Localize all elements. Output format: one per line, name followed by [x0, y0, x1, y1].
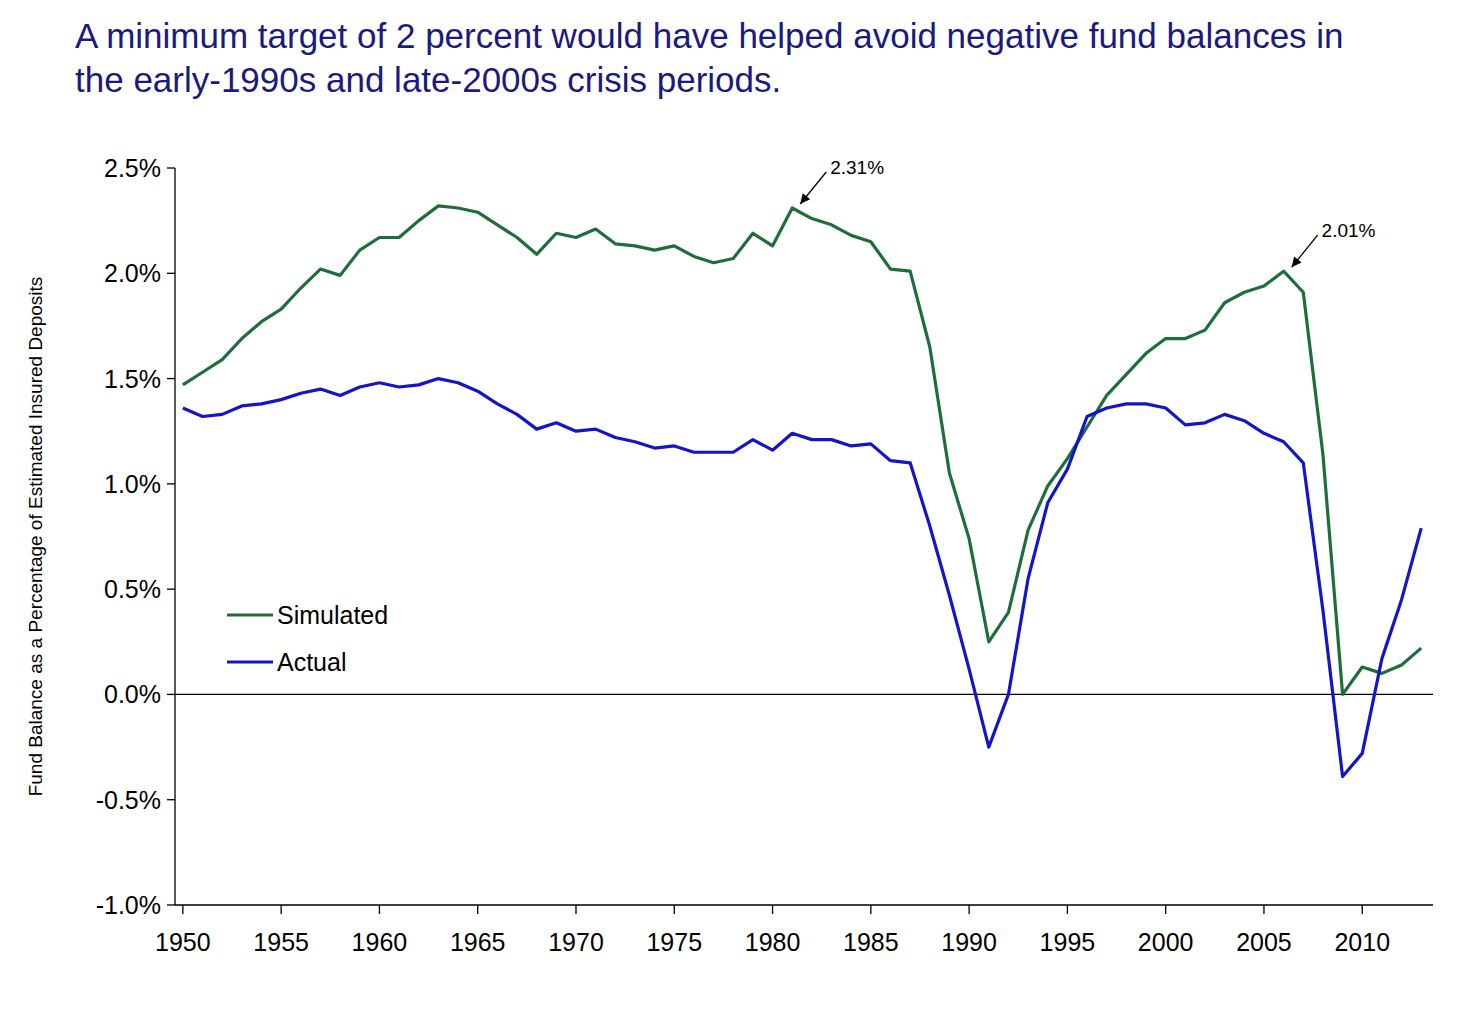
x-tick-label: 1985 — [843, 928, 899, 956]
annotation-arrowhead — [800, 193, 810, 204]
x-tick-label: 1990 — [941, 928, 997, 956]
x-tick — [772, 905, 773, 914]
y-tick-label: 2.0% — [104, 259, 161, 287]
x-tick-label: 1995 — [1040, 928, 1096, 956]
y-tick — [167, 483, 175, 484]
title: A minimum target of 2 percent would have… — [75, 14, 1395, 102]
y-tick — [167, 588, 175, 589]
y-tick-label: 0.5% — [104, 575, 161, 603]
series-line — [183, 206, 1421, 695]
x-axis — [175, 904, 1433, 905]
x-tick-label: 1970 — [548, 928, 604, 956]
y-tick — [167, 904, 175, 905]
x-tick — [379, 905, 380, 914]
plot-area — [183, 206, 1421, 777]
y-tick-label: -0.5% — [96, 786, 161, 814]
x-tick — [870, 905, 871, 914]
annotation-arrow — [800, 172, 826, 204]
y-axis-label: Fund Balance as a Percentage of Estimate… — [25, 277, 46, 797]
series-line — [183, 379, 1421, 777]
zero-line — [175, 694, 1433, 695]
x-tick-label: 2010 — [1334, 928, 1390, 956]
y-tick — [167, 694, 175, 695]
x-tick — [1165, 905, 1166, 914]
y-tick — [167, 167, 175, 168]
x-tick — [968, 905, 969, 914]
y-tick — [167, 273, 175, 274]
x-tick — [1362, 905, 1363, 914]
x-tick-label: 2005 — [1236, 928, 1292, 956]
x-tick — [1067, 905, 1068, 914]
y-tick-label: 0.0% — [104, 680, 161, 708]
x-tick — [280, 905, 281, 914]
x-tick — [575, 905, 576, 914]
y-tick-label: -1.0% — [96, 891, 161, 919]
annotation-arrowhead — [1292, 256, 1302, 267]
legend-label: Simulated — [277, 601, 388, 629]
x-tick-label: 1975 — [646, 928, 702, 956]
x-tick — [477, 905, 478, 914]
x-tick-label: 1980 — [745, 928, 801, 956]
y-axis — [174, 168, 175, 905]
x-tick-label: 1950 — [155, 928, 211, 956]
y-tick-label: 1.5% — [104, 365, 161, 393]
chart: -1.0% -0.5% 0.0% 0.5% 1.0% 1.5% 2.0% 2.5% 1950 19… — [0, 0, 1474, 1020]
y-tick — [167, 799, 175, 800]
x-tick — [1263, 905, 1264, 914]
annotation-arrow — [1292, 235, 1318, 267]
y-tick-label: 2.5% — [104, 154, 161, 182]
legend-swatch — [227, 660, 273, 663]
x-tick-label: 2000 — [1138, 928, 1194, 956]
x-tick-label: 1955 — [253, 928, 309, 956]
y-tick-label: 1.0% — [104, 470, 161, 498]
x-tick — [674, 905, 675, 914]
y-tick — [167, 378, 175, 379]
annotation: 2.31% — [830, 157, 884, 178]
x-tick-label: 1960 — [352, 928, 408, 956]
legend-label: Actual — [277, 648, 346, 676]
x-tick — [182, 905, 183, 914]
legend-swatch — [227, 613, 273, 616]
annotation: 2.01% — [1322, 220, 1376, 241]
x-tick-label: 1965 — [450, 928, 506, 956]
